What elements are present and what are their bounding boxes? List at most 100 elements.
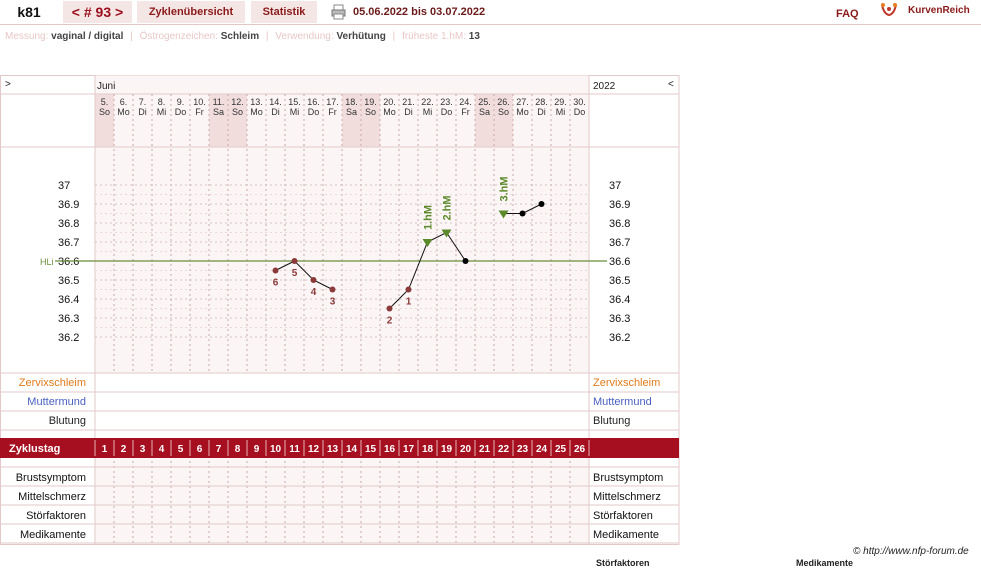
top-divider [0, 24, 981, 25]
cycle-overview-button[interactable]: Zyklenübersicht [137, 1, 245, 23]
weekday-label: So [99, 107, 110, 117]
day-number: 22. [421, 97, 434, 107]
user-name[interactable]: k81 [0, 1, 58, 23]
earliest-label: früheste 1.hM: [402, 31, 466, 42]
temperature-point [538, 201, 545, 207]
cycle-day-number: 8 [235, 444, 241, 455]
day-number: 28. [535, 97, 548, 107]
weekday-label: Fr [461, 107, 470, 117]
cycle-day-number: 26 [574, 444, 586, 455]
weekday-label: Mi [157, 107, 167, 117]
symptom-row-label-right: Medikamente [593, 529, 659, 541]
symptom-row-label-right: Mittelschmerz [593, 491, 661, 503]
low-count-label: 3 [330, 297, 336, 308]
measurement-label: Messung: [5, 31, 49, 42]
day-number: 17. [326, 97, 339, 107]
low-count-label: 5 [292, 268, 298, 279]
row-label: Muttermund [27, 396, 86, 408]
weekday-label: Mo [383, 107, 396, 117]
y-tick-label-right: 36.5 [609, 275, 630, 287]
usage-label: Verwendung: [275, 31, 334, 42]
cycle-day-number: 24 [536, 444, 548, 455]
temperature-point [310, 277, 317, 283]
cycle-day-number: 5 [178, 444, 184, 455]
logo-icon [881, 3, 897, 17]
day-number: 8. [158, 97, 166, 107]
cycle-day-number: 7 [216, 444, 222, 455]
estrogen-label: Östrogenzeichen: [139, 31, 218, 42]
weekday-label: Sa [213, 107, 224, 117]
cycle-day-number: 14 [346, 444, 358, 455]
hm-marker [441, 229, 452, 238]
day-number: 20. [383, 97, 396, 107]
statistics-button[interactable]: Statistik [251, 1, 317, 23]
weekday-label: Di [138, 107, 147, 117]
printer-icon[interactable] [331, 4, 346, 20]
weekday-label: Mo [516, 107, 529, 117]
temperature-chart: > <Juni 20225.So6.Mo7.Di8.Mi9.Do10.Fr11.Sa… [0, 75, 680, 545]
cycle-selector[interactable]: < # 93 > [63, 1, 132, 23]
y-tick-label-right: 36.9 [609, 199, 630, 211]
low-count-label: 6 [273, 278, 279, 289]
weekday-label: Di [404, 107, 413, 117]
cycle-day-number: 4 [159, 444, 165, 455]
logo-text: KurvenReich [908, 5, 970, 16]
day-number: 9. [177, 97, 185, 107]
day-number: 24. [459, 97, 472, 107]
row-label-right: Muttermund [593, 396, 652, 408]
day-number: 27. [516, 97, 529, 107]
weekend-shade [95, 94, 114, 147]
row-label-right: Zervixschleim [593, 377, 660, 389]
y-tick-label: 36.5 [58, 275, 79, 287]
cycle-day-number: 2 [121, 444, 127, 455]
row-label: Blutung [49, 415, 86, 427]
weekday-label: Do [308, 107, 320, 117]
faq-link[interactable]: FAQ [836, 8, 859, 20]
day-number: 7. [139, 97, 147, 107]
temperature-line [275, 260, 333, 290]
copyright: © http://www.nfp-forum.de [853, 546, 969, 557]
weekday-label: Mo [250, 107, 263, 117]
info-separator: | [130, 31, 133, 42]
weekday-label: Do [175, 107, 187, 117]
y-tick-label: 36.6 [58, 256, 79, 268]
footer-label: Medikamente [796, 558, 854, 568]
day-number: 18. [345, 97, 358, 107]
day-number: 23. [440, 97, 453, 107]
symptom-row-label: Mittelschmerz [18, 491, 86, 503]
hm-label: 3.hM [499, 176, 511, 201]
cycle-day-number: 13 [327, 444, 339, 455]
temperature-point [519, 210, 526, 217]
cycle-day-number: 21 [479, 444, 491, 455]
row-label-right: Blutung [593, 415, 630, 427]
y-tick-label: 36.9 [58, 199, 79, 211]
day-number: 14. [269, 97, 282, 107]
day-number: 6. [120, 97, 128, 107]
hm-marker [422, 239, 433, 247]
temperature-point [272, 267, 279, 274]
nav-next-button[interactable]: > [5, 79, 11, 90]
cycle-day-number: 10 [270, 444, 282, 455]
weekday-label: Di [271, 107, 280, 117]
earliest-value: 13 [468, 31, 480, 42]
y-tick-label-right: 36.3 [609, 313, 630, 325]
y-tick-label-right: 37 [609, 180, 621, 192]
symptom-row-label: Brustsymptom [16, 472, 86, 484]
nav-prev-button[interactable]: < [668, 79, 674, 90]
y-tick-label-right: 36.8 [609, 218, 630, 230]
temperature-point [291, 258, 298, 264]
cycle-day-number: 18 [422, 444, 434, 455]
y-tick-label-right: 36.2 [609, 332, 630, 344]
weekday-label: Mo [117, 107, 130, 117]
symptom-row-label: Medikamente [20, 529, 86, 541]
weekday-label: Sa [346, 107, 357, 117]
usage-value: Verhütung [336, 31, 386, 42]
y-tick-label: 36.8 [58, 218, 79, 230]
low-count-label: 2 [387, 316, 393, 327]
weekend-shade [361, 94, 380, 147]
y-tick-label: 36.7 [58, 237, 79, 249]
y-tick-label: 37 [58, 180, 70, 192]
day-number: 25. [478, 97, 491, 107]
temperature-point [329, 286, 336, 293]
cycle-day-number: 25 [555, 444, 567, 455]
